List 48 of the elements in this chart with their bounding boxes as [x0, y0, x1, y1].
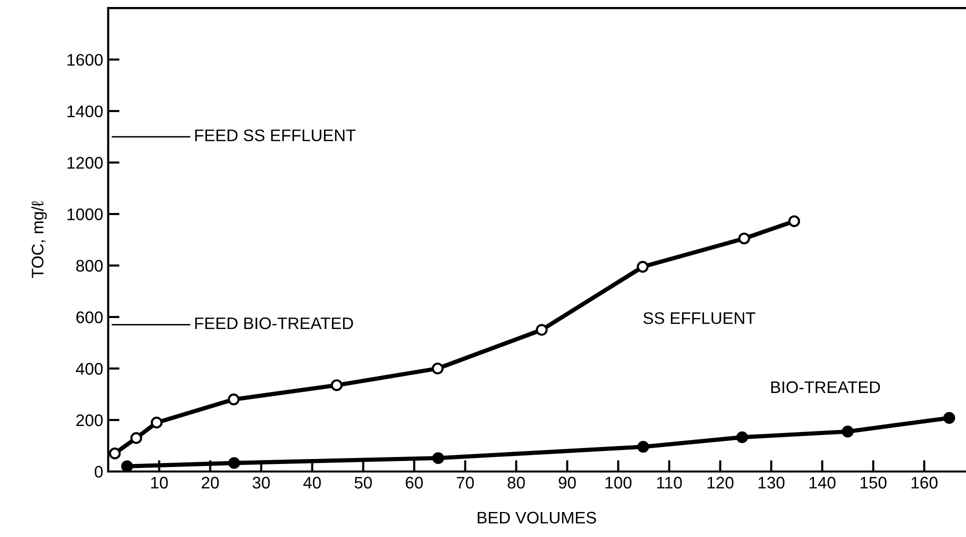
- point: [130, 432, 142, 444]
- x-tick-label: 70: [456, 476, 474, 489]
- point: [738, 232, 750, 244]
- point: [432, 452, 444, 464]
- y-tick-label: 0: [94, 466, 103, 478]
- y-tick-label: 1400: [68, 105, 103, 118]
- x-tick-label: 150: [860, 476, 886, 489]
- y-tick-label: 1200: [68, 156, 103, 169]
- x-tick-label: 160: [912, 476, 938, 489]
- point: [150, 416, 163, 428]
- x-axis-title: BED VOLUMES: [478, 512, 596, 524]
- point: [943, 412, 956, 424]
- x-tick-label: 60: [406, 476, 423, 489]
- y-tick-label: 1600: [68, 54, 103, 66]
- x-tick-label: 90: [558, 476, 576, 489]
- x-tick-label: 100: [606, 476, 632, 489]
- y-tick-label: 400: [76, 362, 103, 375]
- point: [108, 448, 121, 460]
- x-tick-label: 110: [657, 476, 682, 489]
- y-tick-label: 1000: [68, 208, 103, 220]
- point: [228, 457, 240, 469]
- y-axis-title: TOC, mg/ℓ: [31, 201, 47, 278]
- point: [636, 260, 649, 273]
- ref-line-label: FEED SS EFFLUENT: [195, 129, 356, 142]
- point: [432, 362, 444, 374]
- point: [788, 215, 800, 228]
- point: [228, 393, 240, 406]
- x-tick-label: 50: [354, 476, 372, 489]
- point: [842, 426, 854, 438]
- point: [121, 460, 133, 472]
- x-tick-label: 20: [202, 476, 219, 489]
- text: SS EFFLUENT: [643, 312, 756, 324]
- ref-line-label: FEED BIO-TREATED: [195, 317, 353, 330]
- y-tick-label: 200: [76, 414, 103, 426]
- x-tick-label: 80: [508, 476, 525, 489]
- x-tick-label: 120: [708, 476, 734, 489]
- x-tick-label: 10: [151, 476, 168, 489]
- point: [637, 440, 650, 453]
- x-tick-label: 140: [810, 476, 836, 489]
- y-tick-label: 800: [76, 260, 103, 272]
- point: [330, 379, 343, 392]
- x-tick-label: 130: [758, 476, 784, 489]
- y-tick-label: 600: [76, 311, 103, 324]
- point: [736, 431, 748, 444]
- text: BIO-TREATED: [771, 381, 880, 394]
- x-tick-label: 30: [252, 476, 270, 489]
- x-tick-label: 40: [303, 476, 321, 489]
- point: [536, 324, 548, 336]
